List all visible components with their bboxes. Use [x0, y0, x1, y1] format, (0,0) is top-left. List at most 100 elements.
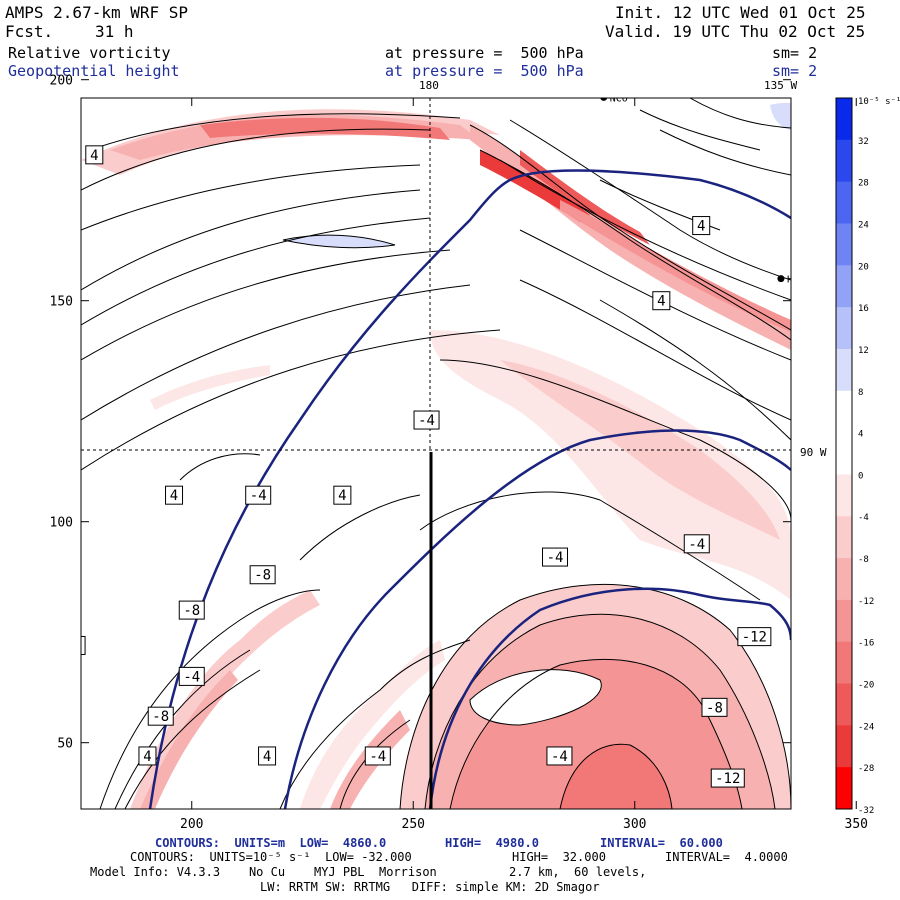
vorticity-label: -4	[413, 410, 440, 430]
colorbar-label: 20	[858, 262, 869, 272]
colorbar-swatch	[836, 265, 852, 308]
vorticity-label: -4	[542, 547, 569, 567]
field2-level: at pressure = 500 hPa	[385, 62, 584, 80]
svg-text:4: 4	[170, 488, 178, 504]
colorbar: 10⁻⁵ s⁻¹ 32 28 24 20 16 12 8 4 0 -4 -8 -12 -16 -20 -24 -…	[835, 97, 900, 816]
vorticity-label: 4	[85, 145, 104, 165]
vorticity-label: -12	[737, 627, 772, 647]
station-markers: NCOHenryRDGHRCAGOPKN	[600, 98, 817, 286]
station-henry: Henry	[777, 275, 817, 286]
svg-text:-4: -4	[254, 6, 271, 22]
svg-text:-4: -4	[250, 488, 267, 504]
vorticity-label: -4	[364, 746, 391, 766]
svg-text:-4: -4	[369, 749, 386, 765]
field1-smoothing: sm= 2	[772, 44, 818, 62]
svg-text:-4: -4	[183, 669, 200, 685]
colorbar-swatch	[836, 98, 852, 141]
colorbar-swatch	[836, 223, 852, 266]
geopotential-contours	[148, 169, 791, 809]
svg-text:4: 4	[697, 219, 705, 235]
colorbar-label: 24	[858, 220, 869, 230]
svg-text:4: 4	[0, 272, 5, 288]
field2-name: Geopotential height	[8, 62, 180, 80]
vorticity-label: 4	[0, 270, 10, 288]
svg-text:-8: -8	[183, 603, 200, 619]
vorticity-label: -4	[245, 485, 272, 505]
vorticity-label: 4	[81, 635, 86, 655]
colorbar-swatch	[836, 558, 852, 601]
model-title: AMPS 2.67-km WRF SP	[5, 3, 189, 22]
axis-ticks: 20025030035040045035030025020015010050	[50, 74, 868, 832]
footer-height-interval-wrap: INTERVAL= 60.000	[600, 836, 723, 850]
footer-height-high: HIGH= 4980.0	[445, 836, 539, 850]
colorbar-swatch	[836, 725, 852, 768]
svg-text:-12: -12	[715, 771, 740, 787]
vorticity-label: 4	[0, 57, 1, 75]
vorticity-label: -8	[249, 565, 276, 585]
svg-text:-12: -12	[742, 630, 767, 646]
svg-text:4: 4	[143, 749, 151, 765]
svg-text:-4: -4	[418, 413, 435, 429]
colorbar-label: 12	[858, 346, 869, 356]
footer-vort-interval: INTERVAL= 4.0000	[665, 850, 788, 864]
init-time: Init. 12 UTC Wed 01 Oct 25	[615, 3, 866, 22]
footer-vort-high: HIGH= 32.000	[512, 850, 606, 864]
colorbar-unit: 10⁻⁵ s⁻¹	[858, 97, 900, 107]
colorbar-swatch	[836, 767, 852, 810]
svg-text:-4: -4	[551, 749, 568, 765]
colorbar-label: -20	[858, 681, 874, 691]
footer-height-low: CONTOURS: UNITS=m LOW= 4860.0	[155, 836, 387, 850]
footer-model-info: Model Info: V4.3.3 No Cu MYJ PBL Morriso…	[90, 865, 647, 879]
vorticity-label: 4	[333, 485, 352, 505]
y-tick-label: 100	[50, 516, 73, 531]
field1-level: at pressure = 500 hPa	[385, 44, 584, 62]
vorticity-label: -8	[701, 697, 728, 717]
vorticity-label: -4	[178, 666, 205, 686]
x-tick-label: 200	[180, 817, 203, 832]
colorbar-label: -12	[858, 597, 874, 607]
colorbar-swatch	[836, 432, 852, 475]
colorbar-label: 4	[858, 430, 863, 440]
svg-text:4: 4	[46, 625, 54, 641]
svg-text:-4: -4	[688, 537, 705, 553]
valid-time: Valid. 19 UTC Thu 02 Oct 25	[605, 22, 866, 41]
colorbar-swatch	[836, 307, 852, 350]
colorbar-swatch	[836, 599, 852, 643]
vorticity-label: 4	[138, 746, 157, 766]
colorbar-swatch	[836, 474, 852, 517]
colorbar-swatch	[836, 348, 852, 392]
colorbar-label: 28	[858, 179, 869, 189]
svg-text:-8: -8	[152, 709, 169, 725]
colorbar-swatch	[836, 683, 852, 726]
colorbar-swatch	[836, 181, 852, 224]
dashed-guides	[81, 98, 791, 451]
vorticity-label: 4	[258, 746, 277, 766]
colorbar-label: -16	[858, 639, 874, 649]
vorticity-label: -4	[250, 4, 275, 22]
vorticity-labels: -8-12-12-12-16-8-4-8-8448844444-44-8-4-8…	[0, 4, 772, 788]
colorbar-label: 16	[858, 304, 869, 314]
station-nco: NCO	[600, 98, 628, 104]
colorbar-label: -4	[858, 513, 869, 523]
vorticity-contours	[81, 98, 791, 809]
colorbar-label: 32	[858, 137, 869, 147]
vorticity-label: -8	[178, 600, 205, 620]
colorbar-label: -32	[858, 806, 874, 816]
vorticity-label: -8	[147, 706, 174, 726]
y-tick-label: 200	[50, 74, 73, 89]
forecast-hour: 31 h	[95, 22, 134, 41]
colorbar-swatch	[836, 390, 852, 434]
footer-vort-low: CONTOURS: UNITS=10⁻⁵ s⁻¹ LOW= -32.000	[130, 850, 412, 864]
vorticity-label: 4	[652, 291, 671, 311]
vorticity-label: 4	[165, 485, 184, 505]
footer-height-interval: INTERVAL= 60.000	[600, 836, 723, 850]
svg-text:4: 4	[263, 749, 271, 765]
svg-text:Henry: Henry	[787, 275, 817, 286]
vorticity-label: 4	[41, 623, 58, 641]
lon-label-top: 180	[419, 79, 439, 92]
footer-height-high-wrap: HIGH= 4980.0	[445, 836, 539, 850]
colorbar-swatch	[836, 516, 852, 559]
lon-label-top-right: 135 W	[764, 79, 798, 92]
colorbar-label: -24	[858, 722, 874, 732]
svg-text:-4: -4	[547, 550, 564, 566]
